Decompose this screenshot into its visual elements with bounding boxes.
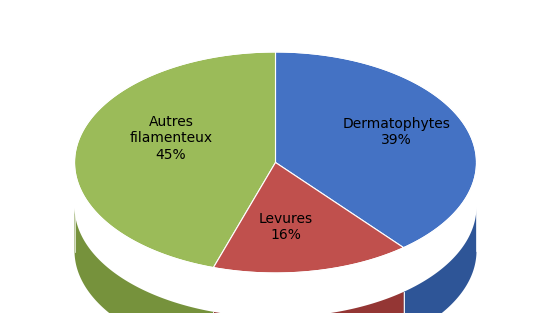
Text: Autres
filamenteux
45%: Autres filamenteux 45% <box>129 115 213 162</box>
Polygon shape <box>74 208 213 331</box>
Text: Dermatophytes
39%: Dermatophytes 39% <box>342 117 450 147</box>
Text: Levures
16%: Levures 16% <box>258 212 312 242</box>
Polygon shape <box>213 163 404 273</box>
Polygon shape <box>404 207 477 331</box>
Polygon shape <box>276 52 477 248</box>
Polygon shape <box>74 52 276 268</box>
Polygon shape <box>213 292 404 331</box>
